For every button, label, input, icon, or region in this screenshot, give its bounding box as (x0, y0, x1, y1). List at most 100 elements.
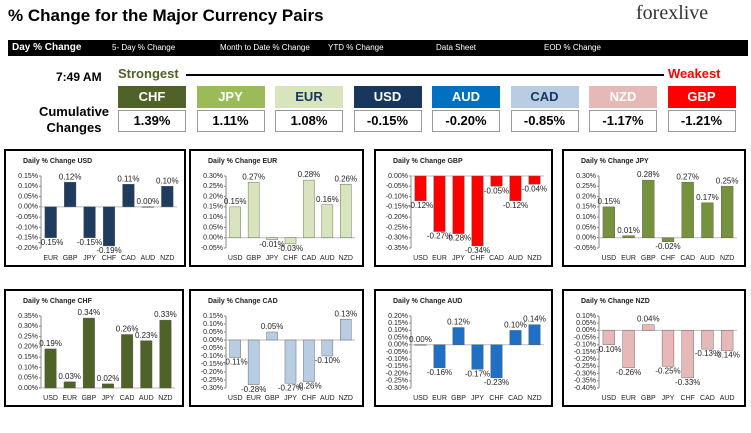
y-tick-label: -0.10% (386, 193, 408, 200)
value-label: -0.03% (278, 244, 303, 253)
x-tick-label: NZD (158, 395, 172, 402)
x-tick-label: USD (601, 395, 616, 402)
value-label: -0.14% (714, 351, 739, 360)
y-tick-label: 0.10% (576, 313, 596, 320)
y-tick-label: -0.35% (574, 378, 596, 385)
y-tick-label: -0.10% (574, 342, 596, 349)
tab[interactable]: YTD % Change (328, 43, 384, 52)
logo: forexlive (636, 2, 709, 24)
value-label: 0.33% (154, 310, 177, 319)
value-label: -0.15% (77, 238, 102, 247)
value-label: -0.13% (695, 349, 720, 358)
bar (44, 348, 57, 389)
bar (642, 324, 655, 331)
x-tick-label: USD (413, 395, 428, 402)
bar (303, 179, 315, 238)
value-label: 0.28% (298, 170, 321, 179)
time: 7:49 AM (56, 70, 102, 84)
value-label: 0.28% (637, 170, 660, 179)
value-label: -0.23% (484, 378, 509, 387)
value-label: -0.34% (465, 246, 490, 255)
bar (83, 206, 96, 238)
bar (642, 179, 655, 238)
y-tick-label: -0.25% (386, 224, 408, 231)
y-tick-label: 0.10% (18, 183, 38, 190)
y-tick-label: -0.05% (574, 245, 596, 252)
x-tick-label: AUD (508, 255, 523, 262)
bar (159, 319, 172, 389)
x-tick-label: NZD (720, 255, 734, 262)
y-tick-label: 0.00% (388, 342, 408, 349)
y-tick-label: -0.25% (386, 378, 408, 385)
x-tick-label: GBP (451, 395, 466, 402)
currency-code: NZD (589, 86, 657, 108)
y-tick-label: 0.05% (18, 193, 38, 200)
y-tick-label: 0.00% (388, 173, 408, 180)
currency: CHF 1.39% (118, 86, 186, 132)
x-tick-label: CHF (470, 255, 484, 262)
bar (284, 237, 297, 245)
bar (414, 175, 427, 201)
bar (721, 186, 734, 238)
value-label: -0.02% (655, 242, 680, 251)
y-tick-label: 0.00% (203, 337, 223, 344)
x-tick-label: CHF (489, 395, 503, 402)
value-label: -0.04% (522, 184, 547, 193)
tab[interactable]: 5- Day % Change (112, 43, 176, 52)
x-tick-label: JPY (452, 255, 465, 262)
y-tick-label: 0.00% (203, 235, 223, 242)
strongest-label: Strongest (118, 66, 179, 81)
bar (414, 344, 427, 346)
chart-title: Daily % Change CAD (208, 298, 278, 305)
x-tick-label: AUD (320, 395, 335, 402)
y-tick-label: 0.30% (203, 173, 223, 180)
bar (321, 204, 334, 238)
x-tick-label: CAD (489, 255, 504, 262)
x-tick-label: USD (601, 255, 616, 262)
tab[interactable]: Month to Date % Change (220, 43, 310, 52)
x-tick-label: JPY (83, 255, 96, 262)
x-tick-label: GBP (641, 395, 656, 402)
bar (471, 175, 484, 247)
value-label: 0.19% (39, 339, 62, 348)
y-tick-label: -0.05% (386, 349, 408, 356)
chart-panel (562, 289, 746, 407)
value-label: 0.27% (676, 172, 699, 181)
bar (452, 327, 465, 345)
y-tick-label: 0.20% (576, 193, 596, 200)
y-tick-label: 0.05% (203, 329, 223, 336)
currency-change: -0.20% (432, 110, 500, 132)
x-tick-label: GBP (246, 255, 261, 262)
y-tick-label: 0.10% (203, 321, 223, 328)
x-tick-label: CAD (700, 395, 715, 402)
chart-title: Daily % Change GBP (393, 158, 463, 165)
y-tick-label: 0.00% (576, 235, 596, 242)
y-tick-label: -0.25% (574, 363, 596, 370)
x-tick-label: CHF (283, 255, 297, 262)
tab[interactable]: Day % Change (12, 42, 82, 53)
currency-change: -0.15% (353, 110, 422, 132)
bar (122, 184, 135, 208)
tab[interactable]: Data Sheet (436, 43, 477, 52)
y-tick-label: 0.25% (203, 183, 223, 190)
value-label: 0.26% (334, 174, 357, 183)
y-tick-label: -0.15% (201, 361, 223, 368)
tab[interactable]: EOD % Change (544, 43, 601, 52)
y-tick-label: -0.25% (201, 377, 223, 384)
y-tick-label: 0.05% (203, 224, 223, 231)
x-tick-label: AUD (139, 395, 154, 402)
value-label: -0.05% (484, 186, 509, 195)
value-label: -0.17% (465, 369, 490, 378)
x-tick-label: JPY (102, 395, 115, 402)
chart-panel (374, 289, 553, 407)
value-label: 0.12% (59, 172, 82, 181)
value-label: 0.04% (637, 315, 660, 324)
y-tick-label: 0.05% (576, 224, 596, 231)
bar (661, 237, 675, 243)
x-tick-label: AUD (720, 395, 735, 402)
bar (490, 175, 503, 187)
bar (490, 344, 503, 379)
currency-code: AUD (432, 86, 500, 108)
chart-title: Daily % Change JPY (581, 158, 649, 165)
value-label: 0.16% (316, 195, 339, 204)
